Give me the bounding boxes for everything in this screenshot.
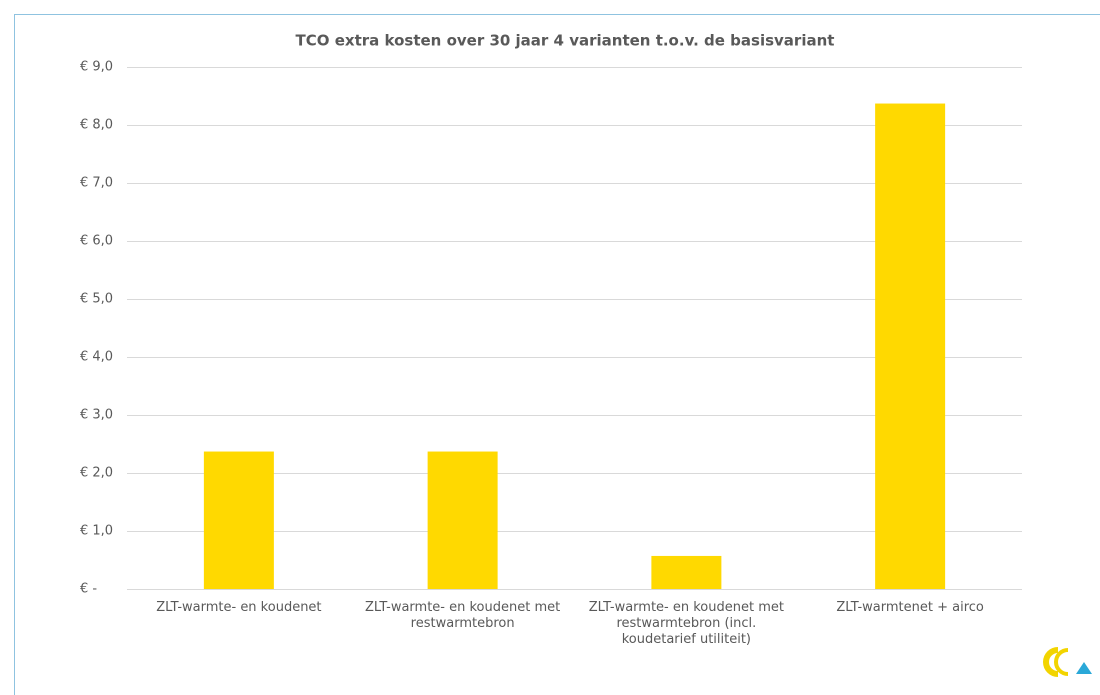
bar [427, 451, 498, 589]
chart-title: TCO extra kosten over 30 jaar 4 variante… [296, 32, 835, 50]
x-tick-label: ZLT-warmte- en koudenet [156, 600, 322, 615]
y-tick-label: € 6,0 [80, 234, 113, 249]
y-tick-label: € - [80, 582, 97, 597]
y-tick-label: € 2,0 [80, 466, 113, 481]
y-tick-label: € 9,0 [80, 60, 113, 75]
y-tick-label: € 3,0 [80, 408, 113, 423]
bar [651, 555, 722, 589]
x-tick-label: ZLT-warmte- en koudenet met restwarmtebr… [365, 600, 561, 631]
x-tick-label: ZLT-warmte- en koudenet met restwarmtebr… [588, 600, 784, 647]
y-tick-label: € 8,0 [80, 118, 113, 133]
y-tick-label: € 1,0 [80, 524, 113, 539]
y-tick-label: € 5,0 [80, 292, 113, 307]
bar [875, 103, 946, 589]
bar [203, 451, 274, 589]
x-tick-label: ZLT-warmtenet + airco [836, 600, 984, 615]
logo [1043, 647, 1092, 677]
y-tick-label: € 4,0 [80, 350, 113, 365]
y-tick-label: € 7,0 [80, 176, 113, 191]
